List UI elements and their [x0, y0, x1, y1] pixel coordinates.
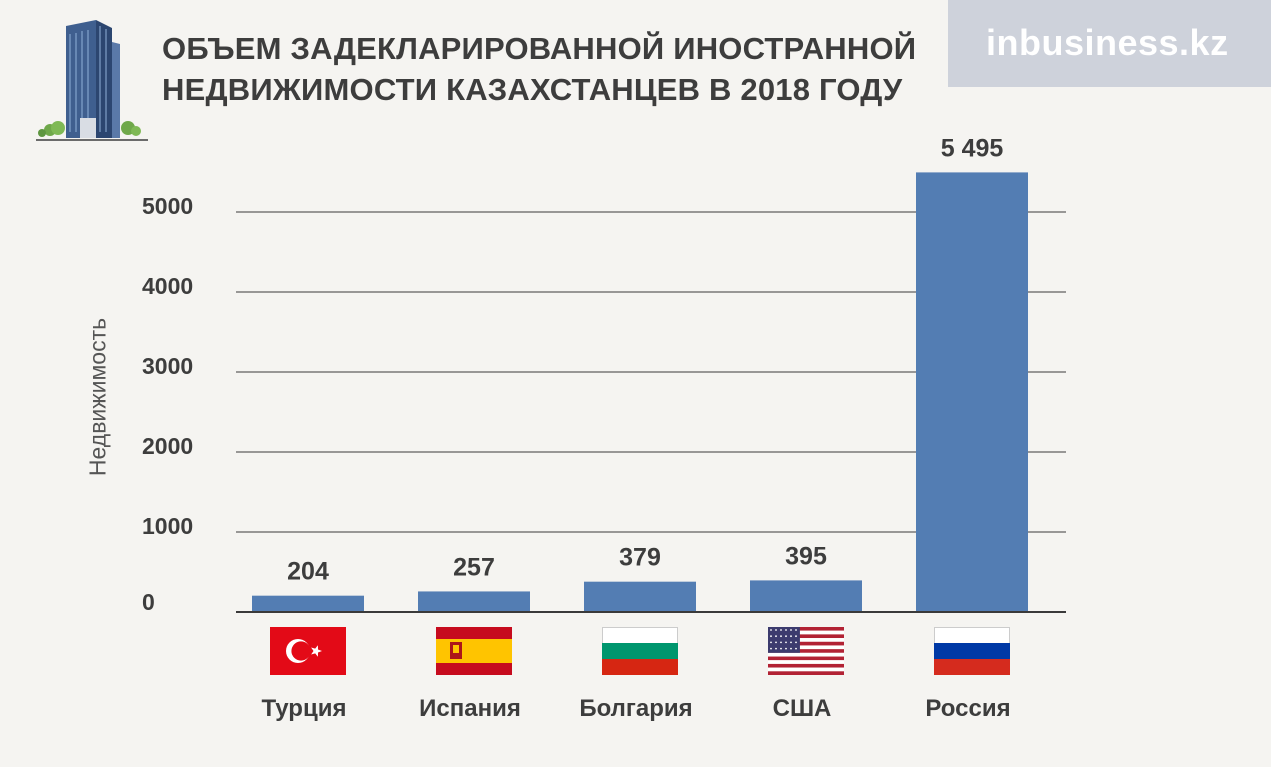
bar: [584, 581, 696, 611]
brand-logo-text: inbusiness.kz: [986, 22, 1229, 63]
x-tick-label: США: [773, 695, 832, 722]
russia-flag-icon: [934, 627, 1010, 675]
y-tick-label: 4000: [142, 273, 193, 299]
bar: [750, 580, 862, 611]
x-tick-label: Турция: [262, 695, 347, 722]
bar: [916, 172, 1028, 611]
spain-flag-icon: [436, 627, 512, 675]
y-tick-label: 1000: [142, 513, 193, 539]
bar-value-label: 257: [453, 553, 495, 581]
chart-title-line-2: НЕДВИЖИМОСТИ КАЗАХСТАНЦЕВ В 2018 ГОДУ: [162, 72, 903, 107]
bar-value-label: 395: [785, 542, 827, 570]
y-tick-label: 0: [142, 589, 155, 615]
chart-title-line-1: ОБЪЕМ ЗАДЕКЛАРИРОВАННОЙ ИНОСТРАННОЙ: [162, 31, 917, 66]
x-tick-label: Болгария: [579, 695, 692, 722]
bar-value-label: 204: [287, 558, 329, 586]
x-tick-label: Россия: [925, 695, 1010, 722]
bar-value-label: 379: [619, 544, 661, 572]
building-icon: [36, 20, 148, 141]
bulgaria-flag-icon: [602, 627, 678, 675]
bar-value-label: 5 495: [941, 134, 1004, 162]
usa-flag-icon: [768, 627, 844, 675]
y-tick-label: 2000: [142, 433, 193, 459]
bar: [418, 591, 530, 611]
chart-title: ОБЪЕМ ЗАДЕКЛАРИРОВАННОЙ ИНОСТРАННОЙ НЕДВ…: [162, 28, 942, 110]
x-tick-label: Испания: [419, 695, 521, 722]
y-tick-label: 3000: [142, 353, 193, 379]
turkey-flag-icon: [270, 627, 346, 675]
y-tick-label: 5000: [142, 193, 193, 219]
bar: [252, 595, 364, 611]
brand-logo[interactable]: inbusiness.kz: [948, 0, 1271, 87]
